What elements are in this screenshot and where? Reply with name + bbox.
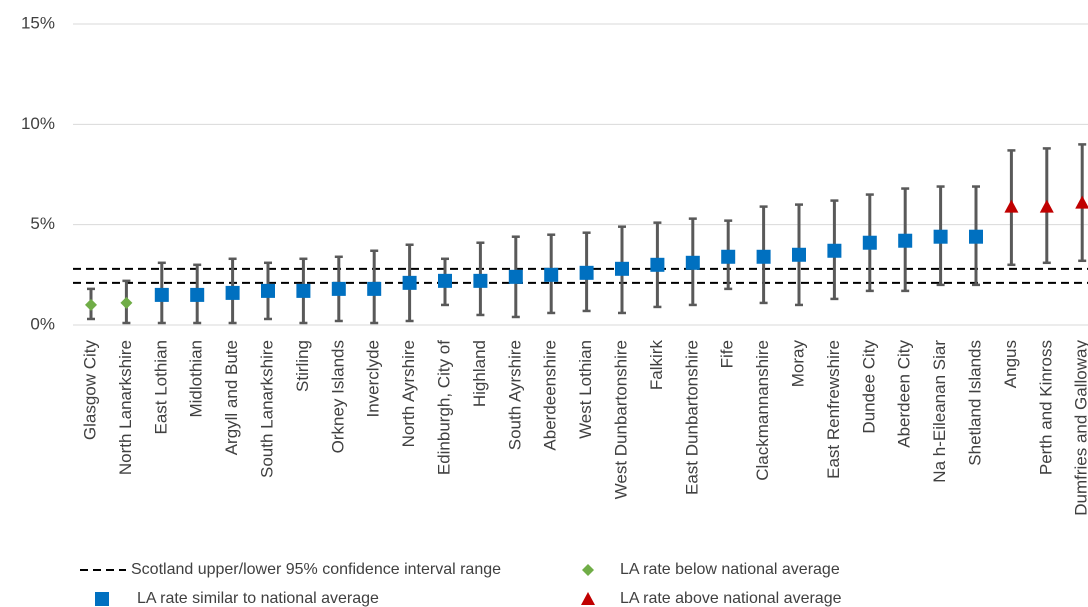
x-tick-label: Dundee City: [859, 340, 878, 434]
legend-label: LA rate similar to national average: [137, 590, 379, 607]
legend-label: LA rate above national average: [620, 590, 842, 607]
x-tick-label: Stirling: [293, 340, 312, 392]
x-tick-label: Orkney Islands: [328, 340, 347, 453]
x-tick-label: Aberdeenshire: [541, 340, 560, 451]
data-point: [120, 296, 133, 309]
x-tick-label: Aberdeen City: [895, 340, 914, 448]
legend-label: Scotland upper/lower 95% confidence inte…: [131, 561, 501, 578]
data-point: [792, 247, 806, 262]
data-point: [296, 283, 311, 298]
data-point: [261, 283, 275, 298]
data-point: [331, 281, 346, 296]
x-tick-label: Moray: [788, 340, 807, 388]
data-point: [402, 275, 417, 290]
x-tick-label: East Lothian: [151, 340, 170, 435]
data-point: [367, 281, 382, 296]
x-tick-label: North Lanarkshire: [116, 340, 135, 475]
legend-label: LA rate below national average: [620, 561, 840, 578]
data-point: [969, 229, 983, 244]
data-point: [862, 235, 877, 250]
data-point: [438, 273, 452, 288]
x-tick-label: Fife: [718, 340, 737, 368]
data-point: [190, 287, 205, 302]
y-tick-label: 15%: [21, 13, 55, 32]
data-point: [721, 249, 736, 264]
y-tick-label: 0%: [30, 314, 55, 333]
x-tick-label: Glasgow City: [80, 340, 99, 441]
x-tick-label: Perth and Kinross: [1036, 340, 1055, 475]
data-point: [756, 249, 771, 264]
x-tick-label: Shetland Islands: [965, 340, 984, 466]
data-point: [933, 229, 948, 244]
x-tick-label: Clackmannanshire: [753, 340, 772, 481]
data-point: [154, 287, 169, 302]
data-point: [85, 298, 97, 311]
data-point: [579, 265, 594, 280]
x-tick-label: West Dunbartonshire: [611, 340, 630, 499]
x-tick-label: North Ayrshire: [399, 340, 418, 447]
data-point: [1039, 199, 1054, 213]
x-tick-label: Dumfries and Galloway: [1072, 340, 1088, 516]
data-point: [827, 243, 842, 258]
data-point: [685, 255, 700, 270]
data-point: [473, 273, 488, 288]
data-point: [615, 261, 629, 276]
x-tick-label: Angus: [1001, 340, 1020, 388]
x-tick-label: South Lanarkshire: [257, 340, 276, 478]
x-tick-label: Na h-Eileanan Siar: [930, 340, 949, 483]
x-tick-label: South Ayrshire: [505, 340, 524, 450]
data-point: [1075, 195, 1088, 209]
y-tick-label: 10%: [21, 114, 55, 133]
data-point: [898, 233, 913, 248]
x-tick-label: East Renfrewshire: [824, 340, 843, 479]
x-tick-label: Midlothian: [187, 340, 206, 418]
x-tick-label: East Dunbartonshire: [682, 340, 701, 495]
x-tick-label: Highland: [470, 340, 489, 407]
legend-swatch: [95, 592, 109, 606]
x-tick-label: West Lothian: [576, 340, 595, 439]
x-tick-label: Inverclyde: [364, 340, 383, 417]
data-point: [544, 267, 559, 282]
x-tick-label: Argyll and Bute: [222, 340, 241, 455]
legend-swatch: [582, 564, 594, 576]
data-point: [1004, 199, 1019, 213]
data-point: [225, 285, 240, 300]
x-tick-label: Edinburgh, City of: [434, 340, 453, 475]
y-tick-label: 5%: [30, 214, 55, 233]
x-tick-label: Falkirk: [647, 340, 666, 391]
data-point: [508, 269, 523, 284]
legend-swatch: [581, 592, 595, 605]
data-point: [650, 257, 665, 272]
